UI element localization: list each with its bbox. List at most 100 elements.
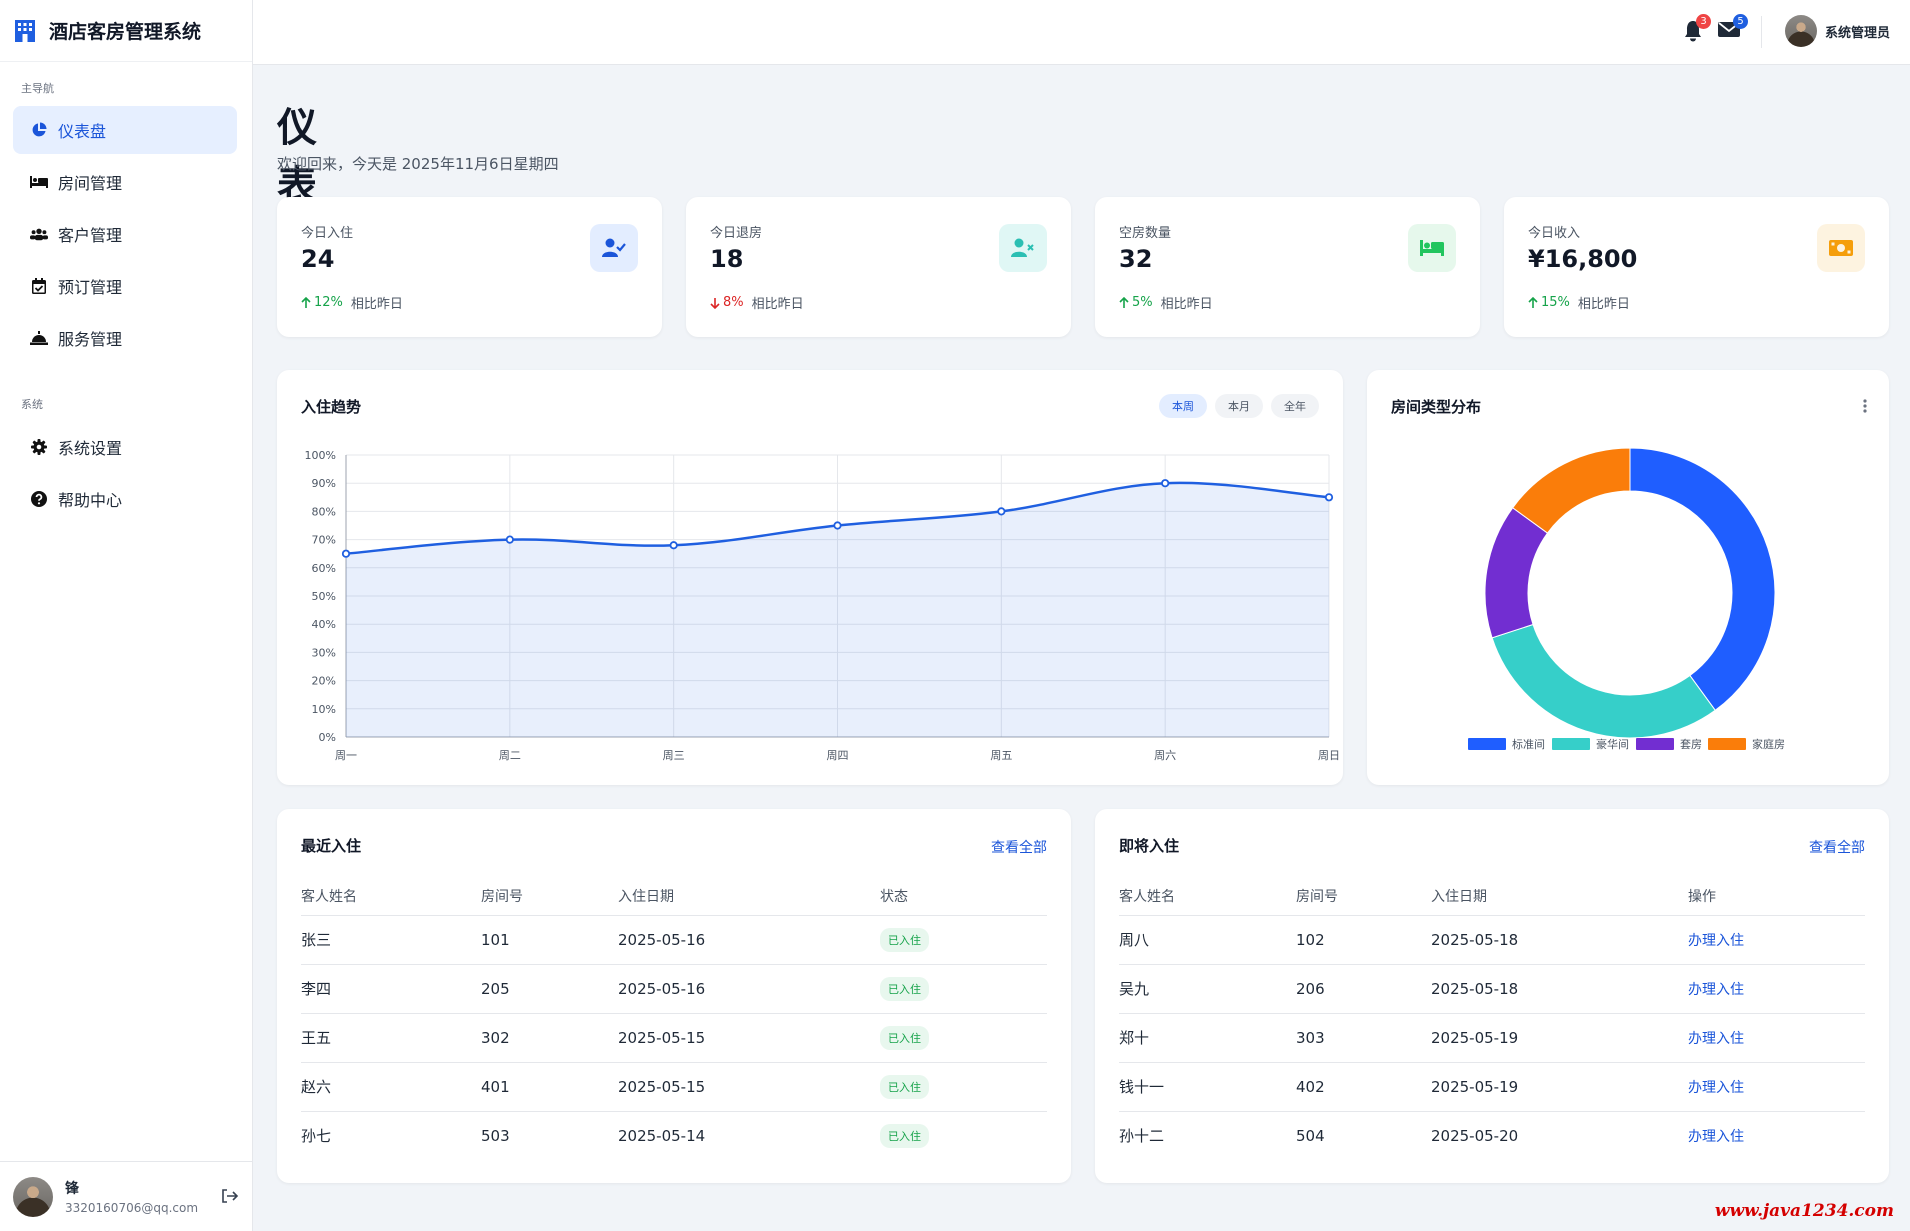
checkin-action-link[interactable]: 办理入住 (1688, 1030, 1744, 1047)
table-row: 张三 101 2025-05-16 已入住 (301, 915, 1047, 965)
room-number: 303 (1296, 1013, 1431, 1063)
sidebar-item-label: 服务管理 (58, 330, 123, 349)
bell-icon[interactable]: 3 (1683, 14, 1711, 46)
stat-label: 今日收入 (1528, 226, 1581, 241)
data-point (833, 521, 842, 530)
column-header: 入住日期 (1431, 877, 1688, 916)
status-badge: 已入住 (880, 1025, 929, 1050)
x-tick-label: 周二 (499, 749, 521, 762)
sidebar-item-services[interactable]: 服务管理 (13, 314, 237, 362)
stat-value: 24 (301, 245, 335, 273)
gear-icon (30, 438, 48, 456)
checkin-date: 2025-05-16 (618, 915, 880, 965)
guest-name: 孙十二 (1119, 1127, 1165, 1146)
donut-slice (1491, 623, 1716, 739)
room-number: 102 (1296, 915, 1431, 965)
table-row: 郑十 303 2025-05-19 办理入住 (1119, 1013, 1865, 1063)
more-icon[interactable] (1863, 398, 1867, 417)
y-tick-label: 90% (312, 477, 336, 490)
topbar: 3 5 系统管理员 (253, 0, 1910, 65)
user-menu[interactable]: 系统管理员 (1785, 15, 1890, 47)
guest-name: 李四 (301, 964, 481, 1014)
nav-section-main: 主导航 (21, 82, 54, 95)
user-check-icon (590, 224, 638, 272)
room-number: 101 (481, 915, 618, 965)
recent-title: 最近入住 (301, 837, 362, 855)
calendar-check-icon (30, 277, 48, 295)
y-tick-label: 0% (319, 731, 336, 744)
y-tick-label: 10% (312, 703, 336, 716)
filter-week-button[interactable]: 本周 (1159, 394, 1207, 418)
checkin-date: 2025-05-18 (1431, 915, 1688, 965)
stat-change: 12% (301, 295, 343, 310)
sidebar-item-label: 仪表盘 (58, 122, 107, 141)
room-number: 206 (1296, 964, 1431, 1014)
sidebar-user: 锋 3320160706@qq.com (0, 1161, 253, 1231)
sidebar: 酒店客房管理系统 主导航 仪表盘 房间管理 客户管理 预订管理 服务管理 系统 (0, 0, 253, 1231)
data-point (505, 535, 514, 544)
table-row: 钱十一 402 2025-05-19 办理入住 (1119, 1062, 1865, 1112)
legend-label: 套房 (1680, 738, 1702, 751)
sidebar-item-bookings[interactable]: 预订管理 (13, 262, 237, 310)
status-badge: 已入住 (880, 927, 929, 952)
sidebar-item-rooms[interactable]: 房间管理 (13, 158, 237, 206)
room-number: 401 (481, 1062, 618, 1112)
x-tick-label: 周六 (1154, 749, 1176, 762)
guest-name: 赵六 (301, 1062, 481, 1112)
stat-card-revenue: 今日收入 ¥16,800 15% 相比昨日 (1504, 197, 1889, 337)
checkin-date: 2025-05-18 (1431, 964, 1688, 1014)
column-header: 操作 (1688, 877, 1865, 916)
checkin-action-link[interactable]: 办理入住 (1688, 1128, 1744, 1145)
stat-value: 18 (710, 245, 744, 273)
stat-label: 空房数量 (1119, 226, 1172, 241)
legend-label: 豪华间 (1596, 737, 1629, 751)
stat-compare: 相比昨日 (350, 297, 403, 312)
x-tick-label: 周日 (1318, 749, 1340, 762)
concierge-bell-icon (30, 329, 48, 347)
legend-swatch (1468, 738, 1506, 750)
column-header: 入住日期 (618, 877, 880, 916)
room-number: 205 (481, 964, 618, 1014)
sidebar-item-settings[interactable]: 系统设置 (13, 423, 237, 471)
room-number: 503 (481, 1126, 510, 1145)
avatar (1785, 15, 1817, 47)
checkin-date: 2025-05-19 (1431, 1062, 1688, 1112)
y-tick-label: 40% (312, 618, 336, 631)
checkin-date: 2025-05-15 (618, 1062, 880, 1112)
view-all-recent-link[interactable]: 查看全部 (991, 840, 1047, 856)
envelope-icon[interactable]: 5 (1718, 14, 1748, 42)
guest-name: 周八 (1119, 915, 1296, 965)
room-number: 302 (481, 1013, 618, 1063)
bed-icon (1408, 224, 1456, 272)
table-header-row: 客人姓名 房间号 入住日期 状态 (301, 877, 1047, 916)
filter-month-button[interactable]: 本月 (1215, 394, 1263, 418)
view-all-upcoming-link[interactable]: 查看全部 (1809, 840, 1865, 856)
guest-name: 孙七 (301, 1127, 332, 1146)
upcoming-table: 客人姓名 房间号 入住日期 操作 周八 102 2025-05-18 办理入住 吴九 2… (1119, 877, 1865, 1160)
sidebar-item-dashboard[interactable]: 仪表盘 (13, 106, 237, 154)
column-header: 状态 (880, 877, 1047, 916)
sidebar-item-help[interactable]: 帮助中心 (13, 475, 237, 523)
logout-icon[interactable] (221, 1188, 239, 1208)
checkin-action-link[interactable]: 办理入住 (1688, 932, 1744, 949)
legend-label: 标准间 (1512, 737, 1545, 751)
filter-year-button[interactable]: 全年 (1271, 394, 1319, 418)
notification-badge: 3 (1696, 14, 1711, 29)
user-name: 锋 (65, 1181, 79, 1197)
checkin-date: 2025-05-16 (618, 964, 880, 1014)
donut-slice (1484, 507, 1549, 639)
checkin-action-link[interactable]: 办理入住 (1688, 981, 1744, 998)
column-header: 客人姓名 (301, 877, 481, 916)
recent-checkins-card: 最近入住 查看全部 客人姓名 房间号 入住日期 状态 张三 101 2025-05-… (277, 809, 1071, 1183)
stat-change: 8% (710, 295, 744, 310)
brand: 酒店客房管理系统 (0, 0, 252, 62)
stat-value: ¥16,800 (1528, 245, 1638, 273)
status-badge: 已入住 (880, 1074, 929, 1099)
stat-change: 15% (1528, 295, 1570, 310)
checkin-action-link[interactable]: 办理入住 (1688, 1079, 1744, 1096)
y-tick-label: 80% (312, 505, 336, 518)
guest-name: 王五 (301, 1013, 481, 1063)
user-email: 3320160706@qq.com (65, 1201, 199, 1215)
sidebar-item-customers[interactable]: 客户管理 (13, 210, 237, 258)
recent-table: 客人姓名 房间号 入住日期 状态 张三 101 2025-05-16 已入住 李四 20… (301, 877, 1047, 1160)
